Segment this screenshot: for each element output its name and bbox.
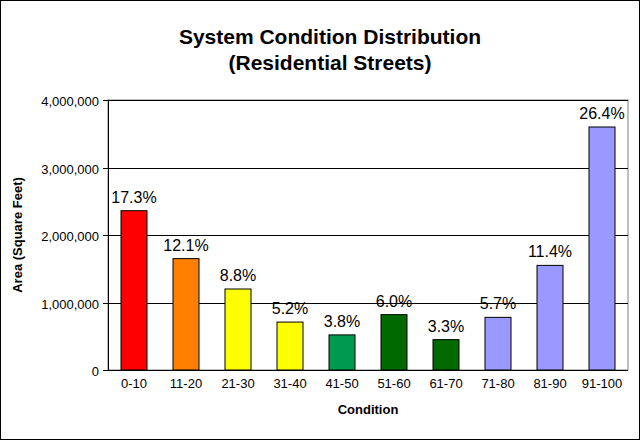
- chart: System Condition Distribution (Residentia…: [0, 0, 640, 440]
- tick-mark: [103, 370, 108, 371]
- category-label: 91-100: [582, 376, 622, 391]
- share-label: 12.1%: [163, 237, 208, 254]
- share-label: 11.4%: [528, 243, 572, 260]
- category-label: 51-60: [377, 376, 410, 391]
- category-label: 0-10: [121, 376, 147, 391]
- grid-line: [108, 370, 628, 371]
- bar: [537, 265, 563, 370]
- share-label: 26.4%: [579, 105, 624, 122]
- bar: [381, 315, 407, 370]
- tick-label: 3,000,000: [41, 162, 99, 177]
- bar: [121, 211, 147, 370]
- x-axis-label: Condition: [338, 402, 399, 417]
- category-label: 21-30: [221, 376, 254, 391]
- tick-label: 0: [92, 364, 99, 379]
- chart-border: [1, 1, 640, 440]
- bar: [173, 259, 199, 370]
- category-label: 61-70: [429, 376, 462, 391]
- category-label: 11-20: [170, 376, 202, 391]
- bar: [329, 335, 355, 370]
- tick-mark: [103, 303, 108, 304]
- y-axis-label: Area (Square Feet): [10, 177, 25, 293]
- share-label: 6.0%: [376, 293, 412, 310]
- category-label: 81-90: [533, 376, 566, 391]
- bar: [485, 317, 511, 370]
- share-label: 5.7%: [480, 295, 516, 312]
- tick-mark: [103, 168, 108, 169]
- share-label: 8.8%: [220, 267, 256, 284]
- tick-label: 4,000,000: [41, 94, 99, 109]
- plot-area: [108, 100, 628, 370]
- share-label: 17.3%: [111, 189, 156, 206]
- bar: [433, 340, 459, 370]
- category-label: 31-40: [273, 376, 306, 391]
- bar: [277, 322, 303, 370]
- tick-mark: [103, 100, 108, 101]
- share-label: 3.3%: [428, 318, 464, 335]
- bars: [121, 127, 615, 370]
- tick-label: 1,000,000: [41, 297, 99, 312]
- bar: [589, 127, 615, 370]
- y-axis: [108, 100, 109, 370]
- subtitle: (Residential Streets): [228, 51, 431, 74]
- category-label: 41-50: [325, 376, 358, 391]
- x-axis: [108, 370, 628, 371]
- grid-line: [108, 100, 628, 101]
- category-label: 71-80: [481, 376, 514, 391]
- share-label: 3.8%: [324, 313, 360, 330]
- tick-label: 2,000,000: [41, 229, 99, 244]
- title: System Condition Distribution: [179, 25, 481, 48]
- bar: [225, 289, 251, 370]
- tick-mark: [103, 235, 108, 236]
- share-label: 5.2%: [272, 300, 308, 317]
- grid-line: [108, 168, 628, 169]
